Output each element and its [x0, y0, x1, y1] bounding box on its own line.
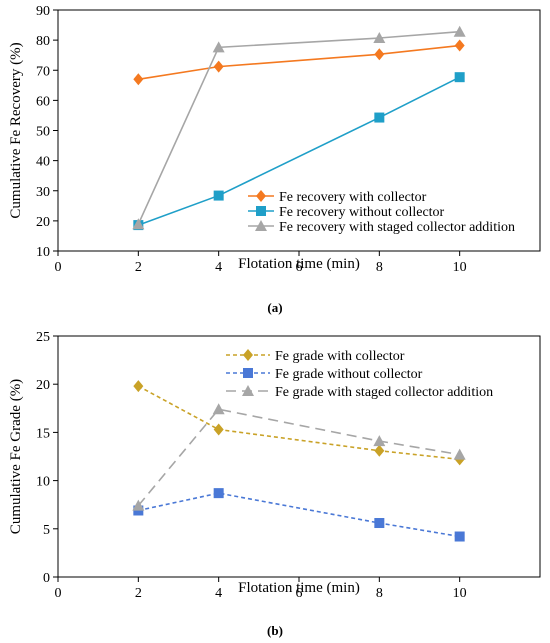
data-point-marker [454, 39, 465, 52]
data-point-marker [374, 48, 385, 61]
series-line [137, 30, 460, 225]
series-1 [133, 39, 465, 86]
data-point-marker [213, 190, 224, 201]
x-tick-label: 2 [135, 586, 142, 601]
data-point-marker [132, 499, 145, 511]
x-tick-label: 6 [296, 260, 303, 275]
data-point-marker [454, 72, 465, 83]
legend-marker [243, 349, 253, 361]
data-point-marker [212, 403, 225, 415]
x-tick-label: 6 [296, 586, 303, 601]
data-point-marker [213, 488, 224, 499]
x-axis-title: Flotation time (min) [238, 580, 360, 596]
y-tick-label: 70 [36, 64, 50, 79]
series-line [137, 408, 460, 507]
data-point-marker [213, 423, 224, 436]
y-tick-label: 30 [36, 185, 50, 200]
y-tick-label: 20 [36, 215, 50, 230]
legend-label: Fe recovery without collector [279, 205, 445, 220]
y-tick-label: 10 [36, 245, 50, 260]
y-axis-title: Cumulative Fe Grade (%) [8, 379, 24, 534]
x-tick-label: 0 [55, 586, 62, 601]
panel-label: (b) [267, 623, 283, 638]
data-point-marker [374, 518, 385, 529]
legend-label: Fe grade without collector [275, 367, 423, 382]
y-tick-label: 0 [43, 571, 50, 586]
chart-panel-2: 0 5 10 15 20 25 0 2 4 6 8 10 Flotation time (min) Cum… [8, 330, 541, 638]
series-3 [132, 403, 466, 511]
y-tick-label: 15 [36, 426, 50, 441]
data-point-marker [374, 444, 385, 457]
y-tick-label: 5 [43, 523, 50, 538]
legend-label: Fe recovery with staged collector additi… [279, 220, 515, 235]
series-2 [133, 488, 465, 542]
x-tick-label: 4 [215, 586, 222, 601]
data-point-marker [454, 531, 465, 542]
data-point-marker [213, 60, 224, 73]
y-tick-label: 10 [36, 475, 50, 490]
legend-marker [243, 368, 253, 378]
legend-label: Fe recovery with collector [279, 190, 427, 205]
series-line [138, 44, 460, 81]
x-tick-label: 8 [376, 260, 383, 275]
data-point-marker [374, 112, 385, 123]
data-point-marker [212, 41, 225, 53]
x-tick-label: 2 [135, 260, 142, 275]
y-tick-label: 25 [36, 330, 50, 345]
x-tick-label: 0 [55, 260, 62, 275]
y-tick-label: 80 [36, 34, 50, 49]
data-point-marker [133, 73, 144, 86]
data-point-marker [453, 25, 466, 37]
chart-panel-1: 10 20 30 40 50 60 70 80 90 0 2 4 6 8 10 Flotation time … [8, 4, 541, 315]
legend-label: Fe grade with staged collector addition [275, 385, 493, 400]
data-point-marker [453, 448, 466, 460]
series-line [138, 492, 460, 538]
y-tick-label: 50 [36, 125, 50, 140]
data-point-marker [373, 435, 386, 447]
legend-marker [256, 190, 266, 202]
y-axis-title: Cumulative Fe Recovery (%) [8, 42, 24, 218]
data-point-marker [133, 380, 144, 393]
y-tick-label: 40 [36, 155, 50, 170]
x-axis-title: Flotation time (min) [238, 256, 360, 272]
panel-label: (a) [267, 300, 282, 315]
data-point-marker [373, 32, 386, 44]
legend-marker [256, 206, 266, 216]
x-tick-label: 10 [453, 260, 467, 275]
x-tick-label: 8 [376, 586, 383, 601]
y-tick-label: 90 [36, 4, 50, 19]
y-tick-label: 20 [36, 378, 50, 393]
x-tick-label: 4 [215, 260, 222, 275]
y-tick-label: 60 [36, 94, 50, 109]
series-line [137, 385, 460, 461]
legend: Fe grade with collector Fe grade without … [226, 349, 493, 400]
series-line [138, 76, 461, 226]
series-3 [132, 25, 466, 230]
legend-marker [255, 220, 267, 231]
data-point-marker [132, 218, 145, 230]
legend-label: Fe grade with collector [275, 349, 405, 364]
x-tick-label: 10 [453, 586, 467, 601]
legend-marker [242, 385, 254, 396]
